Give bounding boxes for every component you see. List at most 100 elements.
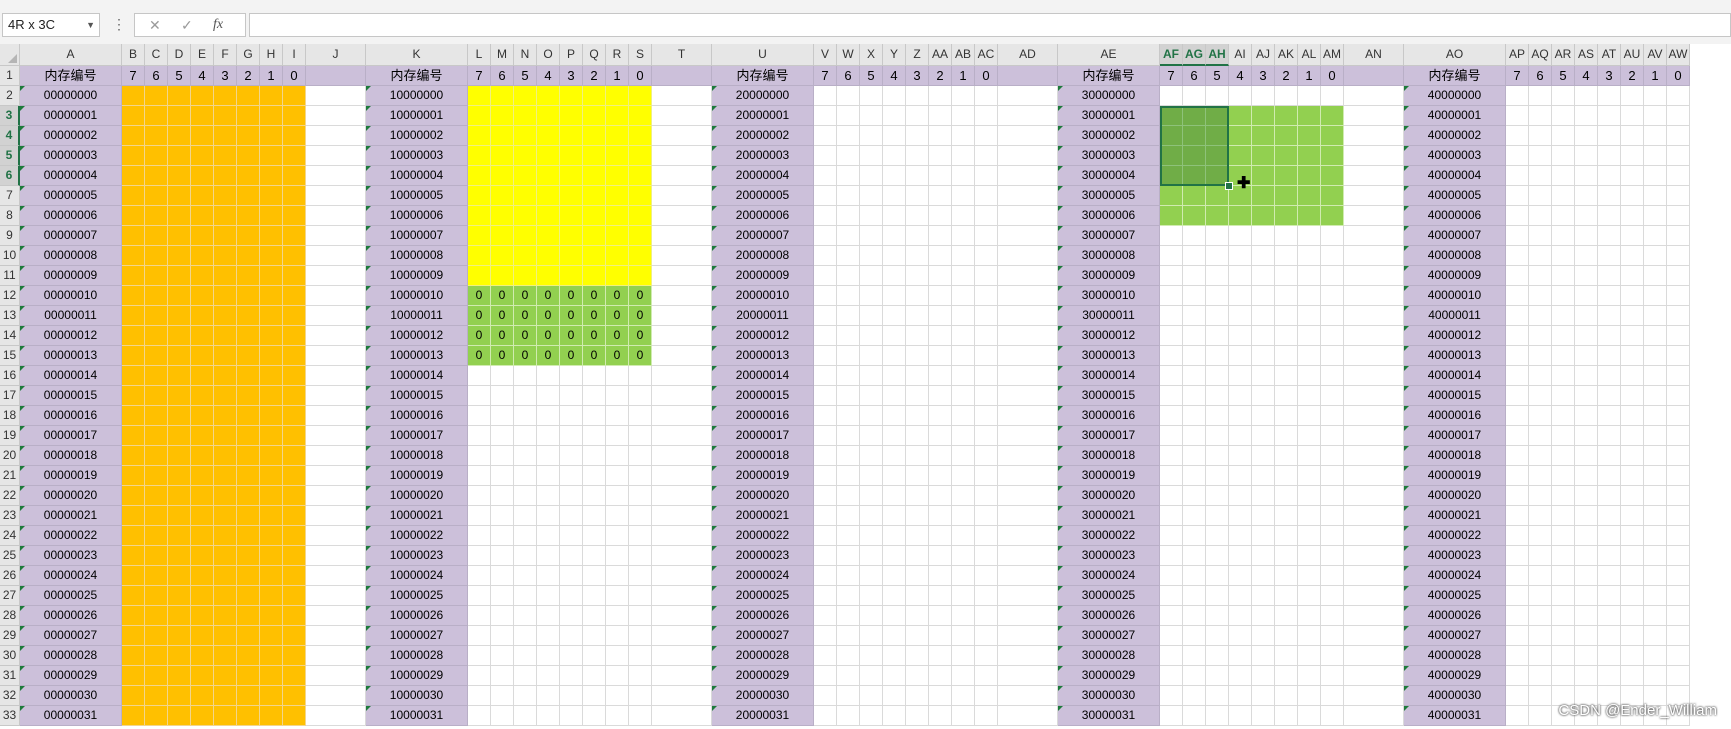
bit-cell[interactable] xyxy=(1552,486,1575,506)
memory-id-cell[interactable]: 10000023 xyxy=(366,546,468,566)
bit-cell[interactable] xyxy=(906,426,929,446)
bit-cell[interactable] xyxy=(1667,646,1690,666)
bit-cell[interactable] xyxy=(1575,546,1598,566)
bit-header-cell[interactable]: 4 xyxy=(1229,66,1252,86)
bit-cell[interactable] xyxy=(122,666,145,686)
bit-cell[interactable] xyxy=(975,386,998,406)
bit-cell[interactable] xyxy=(883,626,906,646)
bit-cell[interactable] xyxy=(1598,446,1621,466)
bit-cell[interactable] xyxy=(583,566,606,586)
bit-cell[interactable] xyxy=(583,146,606,166)
bit-cell[interactable] xyxy=(1183,106,1206,126)
bit-cell[interactable] xyxy=(606,426,629,446)
empty-cell[interactable] xyxy=(1344,86,1404,106)
memory-id-cell[interactable]: 10000004 xyxy=(366,166,468,186)
bit-cell[interactable] xyxy=(1183,226,1206,246)
bit-cell[interactable] xyxy=(1644,486,1667,506)
memory-id-cell[interactable]: 20000030 xyxy=(712,686,814,706)
col-header-au[interactable]: AU xyxy=(1621,44,1644,66)
bit-cell[interactable] xyxy=(214,426,237,446)
bit-cell[interactable] xyxy=(860,226,883,246)
bit-header-cell[interactable]: 2 xyxy=(583,66,606,86)
col-header-av[interactable]: AV xyxy=(1644,44,1667,66)
bit-cell[interactable] xyxy=(1160,346,1183,366)
bit-cell[interactable] xyxy=(929,86,952,106)
bit-cell[interactable] xyxy=(1183,86,1206,106)
bit-cell[interactable] xyxy=(1252,686,1275,706)
bit-cell[interactable] xyxy=(1229,426,1252,446)
bit-cell[interactable] xyxy=(260,86,283,106)
bit-cell[interactable] xyxy=(1321,206,1344,226)
bit-cell[interactable] xyxy=(860,186,883,206)
bit-cell[interactable] xyxy=(560,406,583,426)
bit-cell[interactable]: 0 xyxy=(606,306,629,326)
bit-cell[interactable] xyxy=(1252,346,1275,366)
bit-cell[interactable] xyxy=(1206,506,1229,526)
bit-cell[interactable] xyxy=(883,246,906,266)
bit-cell[interactable] xyxy=(283,686,306,706)
bit-cell[interactable] xyxy=(283,446,306,466)
bit-cell[interactable] xyxy=(1621,246,1644,266)
bit-cell[interactable] xyxy=(1644,386,1667,406)
bit-cell[interactable] xyxy=(1160,546,1183,566)
empty-cell[interactable] xyxy=(306,706,366,726)
bit-cell[interactable]: 0 xyxy=(468,286,491,306)
bit-cell[interactable] xyxy=(191,606,214,626)
bit-cell[interactable] xyxy=(814,466,837,486)
bit-cell[interactable] xyxy=(837,306,860,326)
memory-id-cell[interactable]: 40000000 xyxy=(1404,86,1506,106)
bit-cell[interactable] xyxy=(1621,346,1644,366)
bit-cell[interactable] xyxy=(583,166,606,186)
bit-cell[interactable] xyxy=(1275,486,1298,506)
memory-id-cell[interactable]: 40000010 xyxy=(1404,286,1506,306)
bit-cell[interactable] xyxy=(283,126,306,146)
bit-cell[interactable] xyxy=(629,206,652,226)
bit-cell[interactable] xyxy=(1644,686,1667,706)
bit-cell[interactable] xyxy=(1621,466,1644,486)
bit-cell[interactable] xyxy=(560,86,583,106)
memory-id-cell[interactable]: 10000012 xyxy=(366,326,468,346)
bit-cell[interactable] xyxy=(1575,266,1598,286)
bit-cell[interactable] xyxy=(168,586,191,606)
bit-cell[interactable] xyxy=(168,166,191,186)
bit-cell[interactable] xyxy=(814,166,837,186)
bit-cell[interactable] xyxy=(929,526,952,546)
bit-cell[interactable] xyxy=(883,666,906,686)
bit-cell[interactable] xyxy=(929,286,952,306)
empty-cell[interactable] xyxy=(998,446,1058,466)
bit-cell[interactable] xyxy=(1298,86,1321,106)
bit-cell[interactable]: 0 xyxy=(560,306,583,326)
bit-cell[interactable] xyxy=(629,666,652,686)
bit-cell[interactable] xyxy=(929,666,952,686)
memory-id-cell[interactable]: 00000009 xyxy=(20,266,122,286)
bit-cell[interactable] xyxy=(1575,626,1598,646)
empty-cell[interactable] xyxy=(652,526,712,546)
bit-cell[interactable] xyxy=(1160,586,1183,606)
bit-header-cell[interactable]: 0 xyxy=(629,66,652,86)
bit-cell[interactable] xyxy=(929,686,952,706)
bit-cell[interactable] xyxy=(191,346,214,366)
empty-cell[interactable] xyxy=(1344,466,1404,486)
bit-cell[interactable] xyxy=(1575,186,1598,206)
empty-cell[interactable] xyxy=(1344,446,1404,466)
memory-id-cell[interactable]: 00000020 xyxy=(20,486,122,506)
memory-id-cell[interactable]: 40000016 xyxy=(1404,406,1506,426)
bit-cell[interactable] xyxy=(1506,666,1529,686)
bit-cell[interactable] xyxy=(1229,286,1252,306)
bit-cell[interactable] xyxy=(1667,166,1690,186)
bit-cell[interactable] xyxy=(560,646,583,666)
memory-id-cell[interactable]: 10000001 xyxy=(366,106,468,126)
bit-cell[interactable] xyxy=(122,386,145,406)
bit-cell[interactable] xyxy=(560,586,583,606)
memory-id-cell[interactable]: 30000006 xyxy=(1058,206,1160,226)
row-header-17[interactable]: 17 xyxy=(0,386,20,406)
bit-cell[interactable] xyxy=(514,566,537,586)
empty-cell[interactable] xyxy=(998,306,1058,326)
bit-cell[interactable] xyxy=(1529,306,1552,326)
empty-cell[interactable] xyxy=(306,86,366,106)
empty-cell[interactable] xyxy=(306,146,366,166)
memory-id-cell[interactable]: 00000001 xyxy=(20,106,122,126)
empty-cell[interactable] xyxy=(652,406,712,426)
bit-cell[interactable] xyxy=(1160,226,1183,246)
memory-id-cell[interactable]: 30000025 xyxy=(1058,586,1160,606)
